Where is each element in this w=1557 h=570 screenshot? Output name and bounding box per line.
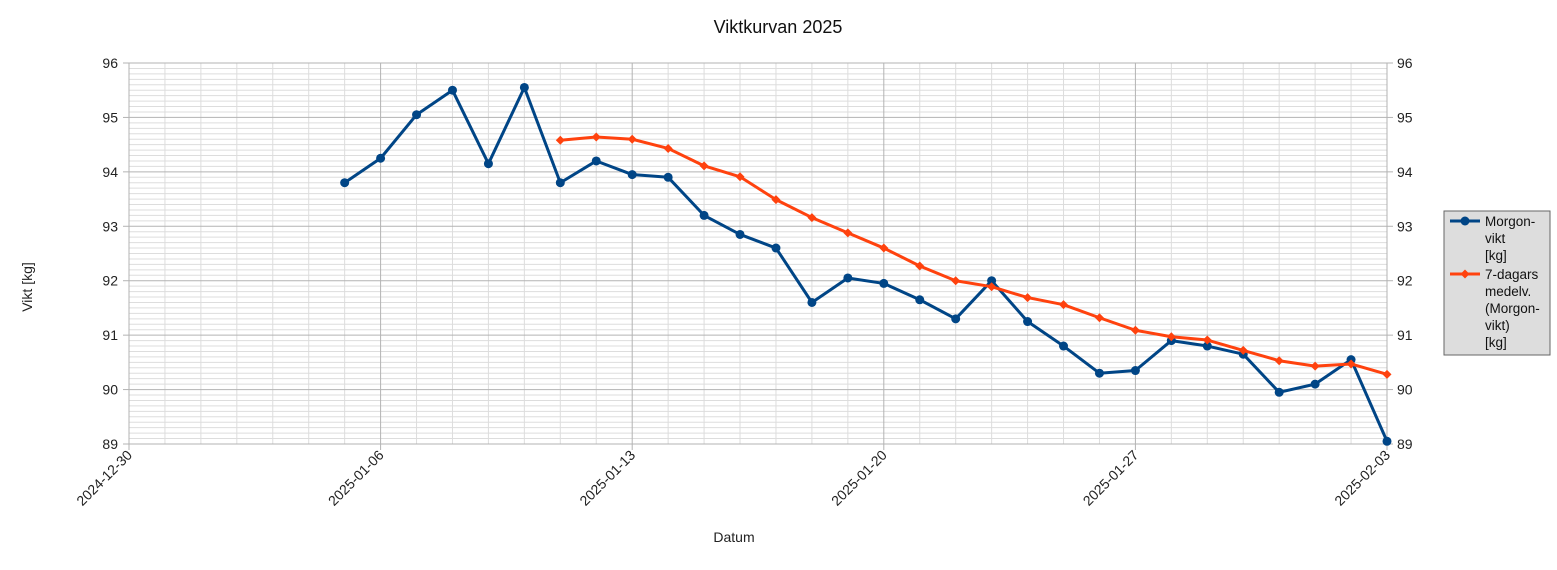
series-1-point — [879, 278, 889, 288]
series-2-point — [987, 282, 997, 292]
series-line-2 — [560, 135, 1388, 376]
legend-label-1: [kg] — [1485, 248, 1507, 263]
series-2-point — [1059, 300, 1069, 310]
series-2-point — [951, 276, 961, 286]
legend-swatch-marker-2 — [1460, 269, 1470, 279]
series-1-point — [483, 159, 493, 169]
y-tick-label-left: 92 — [102, 273, 118, 289]
series-2-point — [1094, 313, 1104, 323]
series-2-point — [1274, 356, 1284, 366]
y-tick-label-right: 92 — [1397, 273, 1413, 289]
y-tick-label-right: 89 — [1397, 436, 1413, 452]
series-1-point — [627, 170, 637, 180]
series-2-point — [591, 132, 601, 142]
series-2-point — [1346, 359, 1356, 369]
series-2-point — [1166, 332, 1176, 342]
series-2-point — [663, 143, 673, 153]
chart-title: Viktkurvan 2025 — [714, 17, 843, 37]
y-tick-label-right: 94 — [1397, 164, 1413, 180]
y-tick-label-left: 94 — [102, 164, 118, 180]
y-tick-label-left: 89 — [102, 436, 118, 452]
series-1-point — [591, 156, 601, 166]
legend: Morgon-vikt [kg] 7-dagars medelv. (Morgon-vi… — [1443, 210, 1551, 356]
series-1-point — [843, 273, 853, 283]
series-layer — [340, 82, 1392, 446]
series-2-point — [1023, 293, 1033, 303]
series-1-point — [376, 153, 386, 163]
legend-label-1: Morgon- — [1485, 214, 1535, 229]
y-tick-label-right: 96 — [1397, 55, 1413, 71]
series-2-point — [1310, 361, 1320, 371]
series-line-1 — [343, 85, 1389, 442]
series-1-point — [555, 178, 565, 188]
series-1-point — [1382, 436, 1392, 446]
legend-label-2: [kg] — [1485, 335, 1507, 350]
series-1-point — [735, 229, 745, 239]
series-2-point — [771, 195, 781, 205]
legend-label-2: (Morgon- — [1485, 301, 1540, 316]
series-2-point — [1382, 369, 1392, 379]
series-1-point — [1310, 379, 1320, 389]
series-2-point — [843, 228, 853, 238]
legend-label-2: medelv. — [1485, 284, 1531, 299]
series-1-point — [1202, 341, 1212, 351]
series-1-point — [807, 297, 817, 307]
series-1-point — [1274, 387, 1284, 397]
series-2-point — [699, 161, 709, 171]
grid-layer — [128, 62, 1388, 445]
series-2-point — [915, 261, 925, 271]
y-tick-label-right: 93 — [1397, 218, 1413, 234]
y-tick-label-right: 91 — [1397, 327, 1413, 343]
series-1-point — [1023, 317, 1033, 327]
series-1-point — [915, 295, 925, 305]
series-1-point — [412, 110, 422, 120]
y-tick-label-left: 95 — [102, 109, 118, 125]
series-1-point — [1094, 368, 1104, 378]
y-tick-label-right: 95 — [1397, 109, 1413, 125]
series-1-point — [663, 172, 673, 182]
plot-frame — [128, 62, 1388, 445]
series-1-point — [951, 314, 961, 324]
series-2-point — [879, 243, 889, 253]
legend-label-2: 7-dagars — [1485, 267, 1539, 282]
series-2-point — [807, 213, 817, 223]
series-2-point — [1130, 325, 1140, 335]
y-tick-label-right: 90 — [1397, 382, 1413, 398]
y-tick-label-left: 90 — [102, 382, 118, 398]
series-2-point — [555, 135, 565, 145]
series-2-point — [627, 134, 637, 144]
series-1-point — [519, 82, 529, 92]
y-tick-label-left: 91 — [102, 327, 118, 343]
y-axis-title: Vikt [kg] — [19, 262, 35, 312]
series-1-point — [1130, 366, 1140, 376]
series-2-point — [735, 172, 745, 182]
x-axis-title: Datum — [713, 529, 754, 545]
series-1-point — [987, 276, 997, 286]
series-1-point — [1059, 341, 1069, 351]
y-tick-label-left: 96 — [102, 55, 118, 71]
series-2-point — [1238, 345, 1248, 355]
series-1-point — [699, 210, 709, 220]
series-2-point — [1202, 335, 1212, 345]
series-1-point — [771, 243, 781, 253]
legend-label-2: vikt) — [1485, 318, 1510, 333]
legend-label-1: vikt — [1485, 231, 1505, 246]
legend-box — [1443, 210, 1551, 356]
series-1-point — [447, 85, 457, 95]
series-1-point — [340, 178, 350, 188]
y-tick-label-left: 93 — [102, 218, 118, 234]
legend-swatch-marker-1 — [1460, 216, 1470, 226]
